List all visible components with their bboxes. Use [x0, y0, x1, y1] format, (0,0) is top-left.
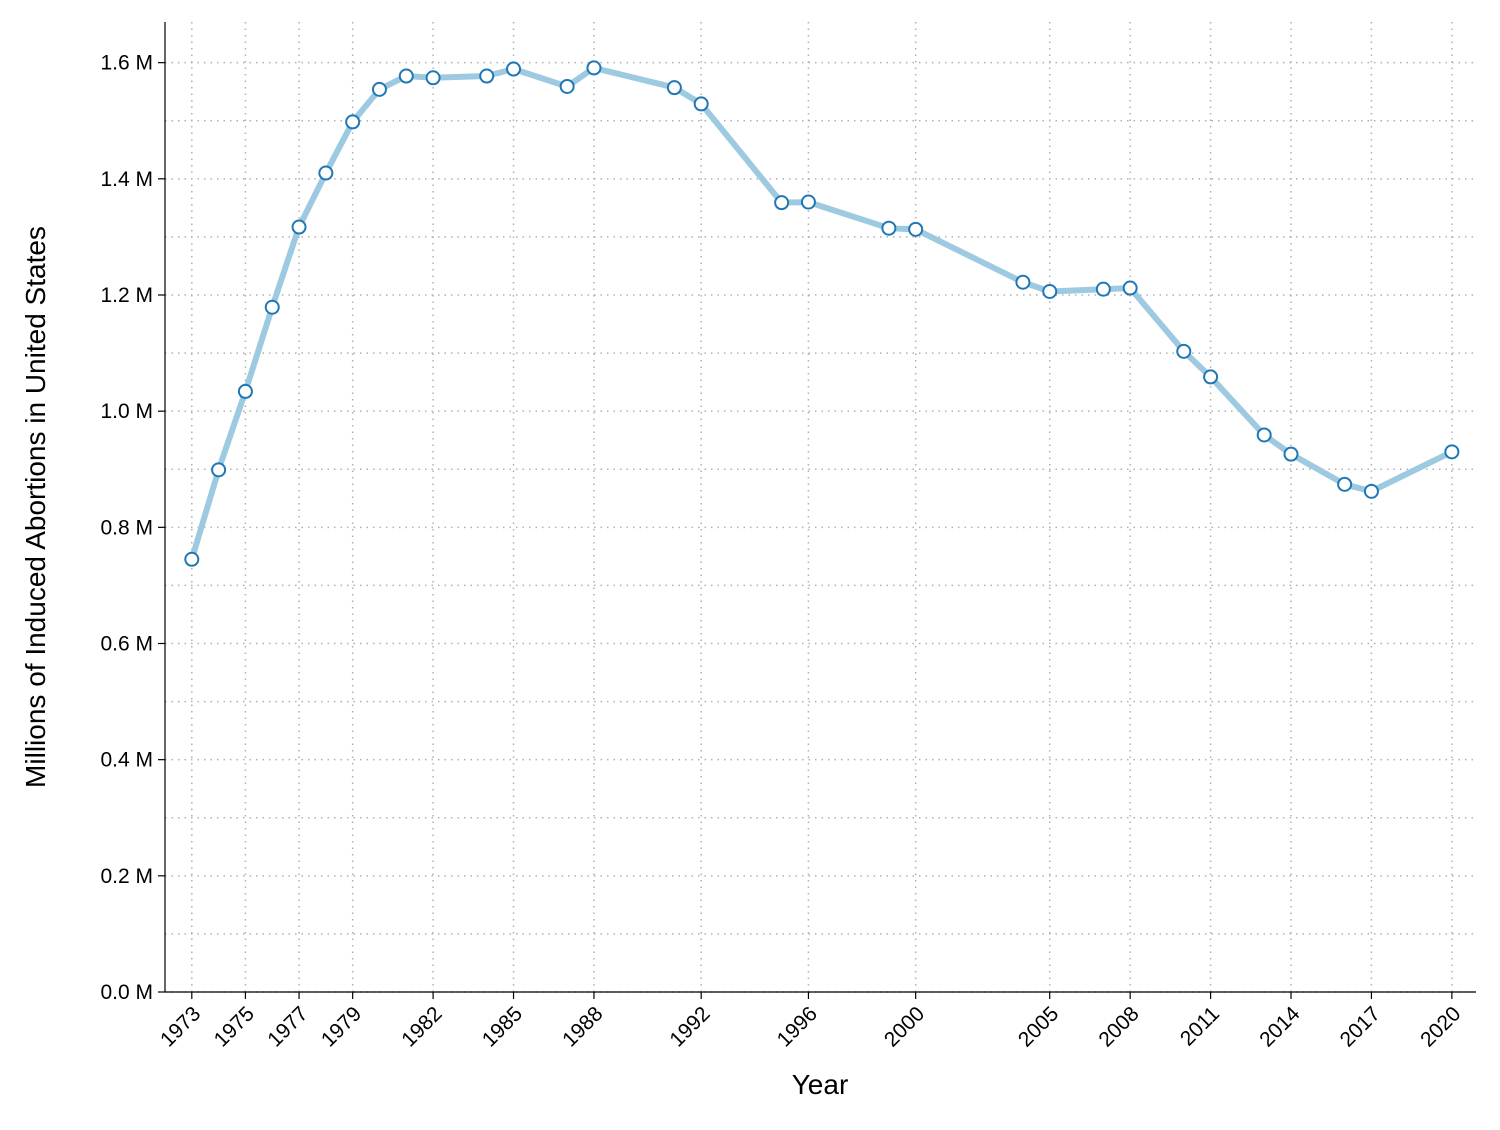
x-tick-label: 1977 — [263, 1002, 312, 1051]
data-point — [398, 68, 414, 84]
data-point — [586, 60, 602, 76]
x-tick-label: 1982 — [397, 1002, 446, 1051]
data-point — [371, 81, 387, 97]
data-point — [345, 114, 361, 130]
data-point — [479, 68, 495, 84]
y-tick-label: 1.4 M — [100, 168, 153, 191]
data-point — [264, 299, 280, 315]
data-point — [774, 195, 790, 211]
x-tick-label: 1973 — [156, 1002, 205, 1051]
data-series — [184, 60, 1460, 567]
x-tick-label: 2000 — [880, 1002, 929, 1051]
data-point — [211, 462, 227, 478]
x-tick-label: 2014 — [1255, 1002, 1305, 1052]
y-tick-label: 1.6 M — [100, 52, 153, 75]
x-tick-label: 1992 — [665, 1002, 714, 1051]
data-point — [1363, 483, 1379, 499]
data-point — [184, 551, 200, 567]
data-point — [506, 61, 522, 77]
y-tick-label: 0.0 M — [100, 981, 153, 1004]
data-point — [425, 70, 441, 86]
x-tick-label: 1985 — [478, 1002, 527, 1051]
series-line — [188, 64, 1455, 563]
data-point — [693, 96, 709, 112]
data-point — [1122, 280, 1138, 296]
data-point — [237, 383, 253, 399]
y-tick-label: 0.2 M — [100, 865, 153, 888]
data-point — [318, 165, 334, 181]
x-tick-label: 1988 — [558, 1002, 607, 1051]
x-tick-label: 2011 — [1176, 1002, 1224, 1050]
data-point — [1203, 369, 1219, 385]
data-point — [1444, 444, 1460, 460]
axes — [158, 22, 1476, 999]
data-point — [666, 80, 682, 96]
data-point — [559, 78, 575, 94]
data-point — [881, 220, 897, 236]
y-axis-label: Millions of Induced Abortions in United … — [20, 226, 51, 788]
x-tick-label: 2008 — [1094, 1002, 1143, 1051]
data-point — [1176, 343, 1192, 359]
data-point — [800, 194, 816, 210]
x-tick-label: 1975 — [210, 1002, 259, 1051]
data-point — [1283, 446, 1299, 462]
data-point — [1256, 427, 1272, 443]
x-tick-label: 2020 — [1416, 1002, 1465, 1051]
data-point — [1095, 281, 1111, 297]
y-tick-label: 1.2 M — [100, 284, 153, 307]
data-point — [1337, 476, 1353, 492]
x-tick-label: 1996 — [773, 1002, 822, 1051]
y-tick-label: 1.0 M — [100, 400, 153, 423]
data-point — [1042, 284, 1058, 300]
y-tick-label: 0.4 M — [100, 749, 153, 772]
y-tick-label: 0.6 M — [100, 632, 153, 655]
x-tick-label: 2017 — [1336, 1002, 1385, 1051]
x-tick-label: 1979 — [317, 1002, 366, 1051]
grid-lines — [165, 22, 1476, 993]
y-tick-label: 0.8 M — [100, 516, 153, 539]
data-point — [1015, 274, 1031, 290]
x-tick-label: 2005 — [1014, 1002, 1063, 1051]
x-axis-label: Year — [792, 1069, 849, 1100]
data-point — [291, 219, 307, 235]
data-point — [908, 221, 924, 237]
